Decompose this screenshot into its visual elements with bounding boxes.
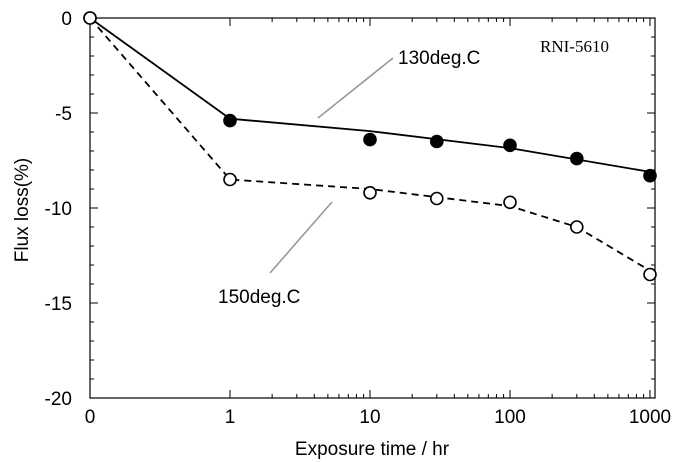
data-point-150 [223,172,237,187]
series-label-130: 130deg.C [398,48,480,69]
data-point-150 [363,186,377,200]
y-tick-label: -5 [55,104,72,125]
x-tick-label: 0 [85,407,96,428]
y-tick-label: -15 [45,294,72,315]
y-axis-title: Flux loss(%) [12,158,33,263]
x-tick-label: 10 [359,407,380,428]
data-point-150 [569,220,584,234]
data-point-130 [363,132,377,147]
x-tick-label: 1 [225,407,236,428]
series-label-150: 150deg.C [218,287,300,308]
data-point-130 [223,113,237,128]
series-line-130 [89,17,651,173]
series-points [83,11,657,282]
x-axis-title: Exposure time / hr [295,439,450,460]
x-tick-label: 100 [494,407,526,428]
label-box-text: RNI-5610 [540,37,609,56]
y-tick-label: -20 [45,389,72,410]
data-point-130 [503,138,517,153]
leader-line-130 [317,57,394,119]
data-point-150 [503,195,517,210]
y-tick-label: -10 [45,199,72,220]
leader-line-150 [269,201,333,274]
data-point-150 [643,267,657,282]
annotation-leaders [269,57,394,274]
data-point-130 [569,151,584,166]
y-tick-label: 0 [61,9,72,30]
ticks: 0 -5 -10 -15 -20 0 1 10 100 1000 [45,9,672,428]
data-point-130 [643,168,657,183]
data-point-150 [429,191,444,206]
data-point-130 [429,134,444,149]
x-tick-label: 1000 [629,407,671,428]
data-point-150 [83,11,97,25]
